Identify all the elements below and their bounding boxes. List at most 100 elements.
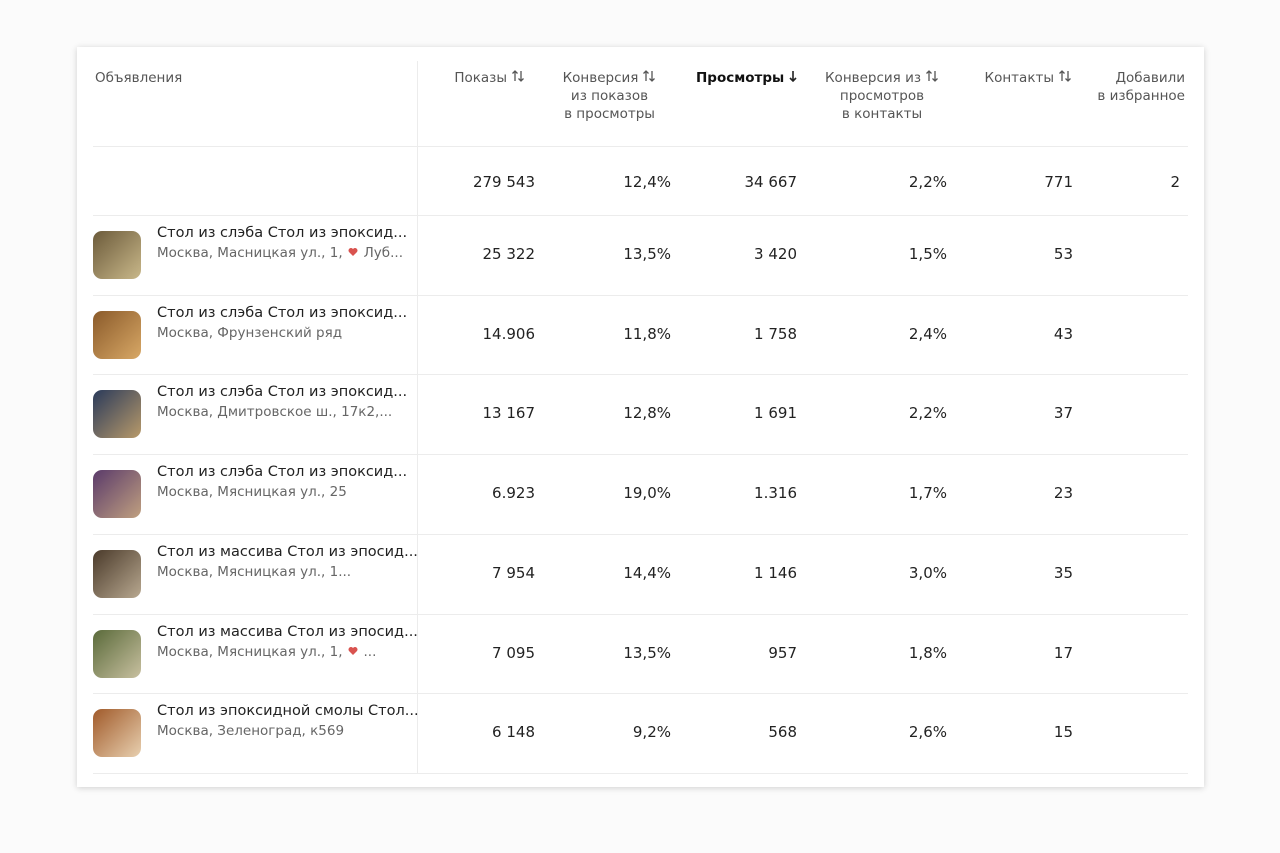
listing-photo xyxy=(93,231,141,279)
cell: 1 758 xyxy=(754,324,797,343)
cell: 13,5% xyxy=(623,245,671,263)
header-line: Добавили xyxy=(1115,70,1185,86)
listing-address: Москва, Фрунзенский ряд xyxy=(157,325,342,341)
cell: 1,7% xyxy=(908,484,947,503)
listing-photo xyxy=(93,549,141,598)
cell: 43 xyxy=(1053,324,1073,343)
listing-title[interactable]: Стол из слэба Стол из эпоксид... xyxy=(157,304,408,321)
listing-title[interactable]: Стол из слэба Стол из эпоксид... xyxy=(157,464,408,481)
cell: 35 xyxy=(1053,563,1073,582)
sort-icon xyxy=(1058,70,1072,86)
cell: 13,5% xyxy=(623,643,671,662)
column-header[interactable]: Конверсия из показов в просмотры xyxy=(527,69,692,123)
address-text: Москва, Мясницкая ул., 25 xyxy=(157,484,347,501)
header-line: в просмотры xyxy=(564,106,655,122)
cell: 14.906 xyxy=(482,324,536,343)
address-text: Москва, Мясницкая ул., 1... xyxy=(157,563,352,580)
row-divider xyxy=(93,772,1188,774)
row-divider xyxy=(93,693,1188,695)
cell: 12,8% xyxy=(623,404,671,423)
listing-address: Москва, Мясницкая ул., 25 xyxy=(157,484,347,500)
cell: 11,8% xyxy=(623,324,671,343)
cell: 7 954 xyxy=(492,563,535,582)
cell: 23 xyxy=(1053,484,1073,503)
cell: 25 322 xyxy=(482,245,536,263)
cell: 3,0% xyxy=(908,563,947,582)
metro-icon xyxy=(348,245,358,261)
listing-title[interactable]: Стол из слэба Стол из эпоксид... xyxy=(157,384,408,401)
listing-address: Москва, Дмитровское ш., 17к2,... xyxy=(157,404,392,420)
column-header: Объявления xyxy=(95,69,295,87)
total-cell: 771 xyxy=(1044,173,1073,191)
cell: 568 xyxy=(768,723,797,742)
address-suffix: ... xyxy=(363,643,377,660)
cell: 9,2% xyxy=(632,723,671,742)
sort-icon xyxy=(511,70,525,86)
header-text: Показы xyxy=(454,70,507,86)
listing-address: Москва, Мясницкая ул., 1,... xyxy=(157,644,376,660)
listing-photo xyxy=(93,390,141,439)
address-text: Москва, Зеленоград, к569 xyxy=(157,723,345,740)
cell: 15 xyxy=(1053,723,1073,742)
cell: 957 xyxy=(768,643,797,662)
cell: 6 148 xyxy=(492,723,535,742)
cell: 7 095 xyxy=(492,643,535,662)
column-header[interactable]: Показы xyxy=(407,69,525,87)
column-header[interactable]: Конверсия из просмотров в контакты xyxy=(797,69,967,123)
listing-title[interactable]: Стол из массива Стол из эпосид... xyxy=(157,543,418,560)
listing-photo xyxy=(93,470,141,519)
header-line: Показы xyxy=(407,69,525,87)
listing-title[interactable]: Стол из массива Стол из эпосид... xyxy=(157,623,418,640)
listing-title[interactable]: Стол из эпоксидной смолы Стол... xyxy=(157,703,419,720)
row-divider xyxy=(93,533,1188,535)
listing-address: Москва, Зеленоград, к569 xyxy=(157,723,344,739)
cell: 14,4% xyxy=(623,563,671,582)
column-divider xyxy=(417,61,418,773)
column-header[interactable]: Контакты xyxy=(937,69,1072,87)
row-divider xyxy=(93,613,1188,615)
metro-icon xyxy=(348,644,358,660)
header-text: Конверсия xyxy=(562,70,639,86)
header-line: Объявления xyxy=(95,70,183,86)
column-header[interactable]: Просмотры xyxy=(696,69,816,87)
header-line: Контакты xyxy=(937,69,1072,87)
total-cell: 2 xyxy=(1170,173,1180,191)
listing-photo xyxy=(93,709,141,758)
cell: 19,0% xyxy=(623,484,671,503)
listing-address: Москва, Мясницкая ул., 1... xyxy=(157,564,351,580)
total-cell: 279 543 xyxy=(472,173,535,191)
header-line: Конверсия из xyxy=(797,69,967,87)
cell: 3 420 xyxy=(754,245,797,263)
row-divider xyxy=(93,146,1188,147)
total-cell: 12,4% xyxy=(623,173,671,191)
header-line: просмотров xyxy=(839,88,925,104)
stats-table: Объявления Показы Конверсия из показов в про… xyxy=(77,47,1204,787)
row-divider xyxy=(93,454,1188,456)
listing-photo xyxy=(93,310,141,359)
header-line: Просмотры xyxy=(696,69,816,87)
row-divider xyxy=(93,374,1188,376)
sort-icon xyxy=(642,70,656,86)
cell: 1.316 xyxy=(754,484,797,503)
listing-address: Москва, Масницкая ул., 1, Луб... xyxy=(157,245,403,261)
cell: 13 167 xyxy=(482,404,536,423)
cell: 1 691 xyxy=(754,404,797,423)
address-text: Москва, Мясницкая ул., 1, xyxy=(157,643,343,660)
header-line: из показов xyxy=(570,88,649,104)
sort-icon xyxy=(788,70,798,86)
cell: 1,8% xyxy=(908,643,947,662)
listing-photo xyxy=(93,629,141,678)
header-line: в контакты xyxy=(841,106,923,122)
total-cell: 34 667 xyxy=(744,173,798,191)
listing-title[interactable]: Стол из слэба Стол из эпоксид... xyxy=(157,225,408,241)
header-text: Конверсия из xyxy=(824,70,922,86)
cell: 2,6% xyxy=(908,723,947,742)
cell: 37 xyxy=(1053,404,1073,423)
column-header: Добавили в избранное xyxy=(1072,69,1185,105)
cell: 53 xyxy=(1053,245,1073,263)
sort-icon xyxy=(925,70,939,86)
header-text: Просмотры xyxy=(696,70,785,86)
row-divider xyxy=(93,215,1188,216)
cell: 17 xyxy=(1053,643,1073,662)
